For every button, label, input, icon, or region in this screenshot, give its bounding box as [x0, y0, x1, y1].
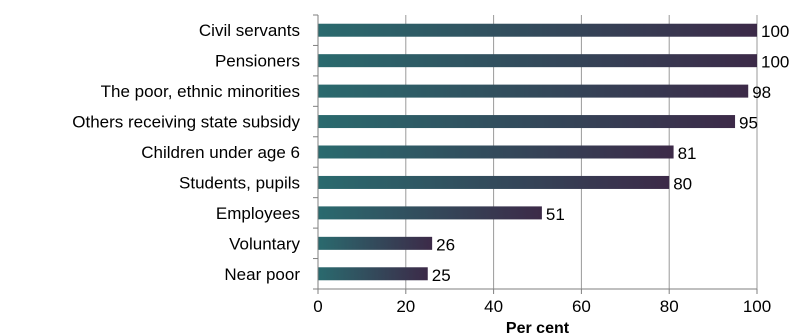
data-label-7: 26 [436, 235, 455, 254]
axes [313, 14, 758, 294]
x-tick-label-80: 80 [660, 297, 679, 316]
x-tick-label-0: 0 [313, 297, 322, 316]
labels: 0 20 40 60 80 100 Civil servants 100 Pensioners 1… [72, 21, 789, 316]
x-axis-title: Per cent [506, 320, 570, 336]
x-tick-label-20: 20 [396, 297, 415, 316]
bars [318, 23, 757, 281]
category-label-7: Voluntary [229, 234, 300, 253]
category-label-0: Civil servants [199, 21, 300, 40]
data-label-8: 25 [432, 266, 451, 285]
bar-5 [318, 175, 670, 189]
bar-7 [318, 236, 433, 250]
bar-4 [318, 145, 674, 159]
bar-0 [318, 23, 757, 37]
bar-6 [318, 206, 542, 220]
bar-1 [318, 54, 757, 68]
data-label-5: 80 [673, 174, 692, 193]
x-tick-label-60: 60 [572, 297, 591, 316]
data-label-2: 98 [752, 83, 771, 102]
category-label-6: Employees [216, 204, 300, 223]
data-label-0: 100 [761, 22, 789, 41]
category-label-5: Students, pupils [179, 173, 300, 192]
category-label-4: Children under age 6 [141, 143, 300, 162]
data-label-6: 51 [546, 205, 565, 224]
bar-8 [318, 267, 428, 281]
category-label-1: Pensioners [215, 52, 300, 71]
x-tick-label-40: 40 [484, 297, 503, 316]
category-label-3: Others receiving state subsidy [72, 113, 300, 132]
data-label-4: 81 [678, 144, 697, 163]
bar-2 [318, 84, 749, 98]
category-label-2: The poor, ethnic minorities [101, 82, 300, 101]
category-label-8: Near poor [224, 265, 300, 284]
data-label-1: 100 [761, 53, 789, 72]
bar-3 [318, 115, 736, 129]
data-label-3: 95 [739, 114, 758, 133]
x-tick-label-100: 100 [743, 297, 771, 316]
